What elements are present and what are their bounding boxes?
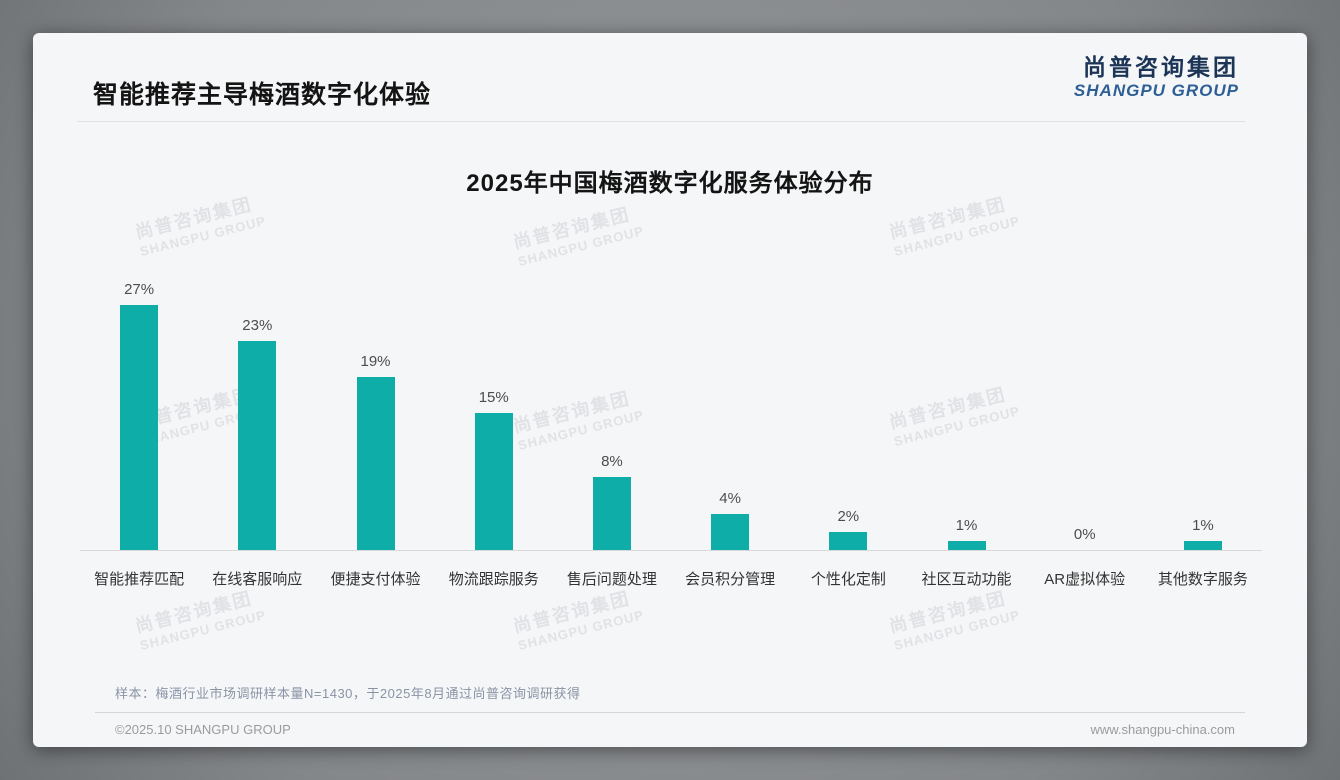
bar-slot: 1% bbox=[907, 281, 1025, 550]
bar bbox=[474, 413, 513, 550]
bar bbox=[1183, 541, 1222, 550]
chart-title: 2025年中国梅酒数字化服务体验分布 bbox=[466, 170, 874, 197]
bar-value-label: 1% bbox=[1192, 517, 1214, 534]
category-label: 售后问题处理 bbox=[566, 571, 657, 588]
category-label: AR虚拟体验 bbox=[1044, 571, 1126, 588]
bar-chart-plot-area: 27% 23% 19% 15% 8% 4% 2% 1% 0% 1% bbox=[80, 281, 1262, 551]
bar bbox=[238, 341, 277, 550]
bar-slot: 15% bbox=[435, 281, 553, 550]
bar-value-label: 8% bbox=[601, 453, 623, 470]
bar-slot: 19% bbox=[316, 281, 434, 550]
bar-slot: 0% bbox=[1026, 281, 1144, 550]
bar-slot: 8% bbox=[553, 281, 671, 550]
title-divider bbox=[77, 121, 1245, 122]
category-label: 社区互动功能 bbox=[921, 571, 1012, 588]
category-axis: 智能推荐匹配 在线客服响应 便捷支付体验 物流跟踪服务 售后问题处理 会员积分管理 个性化定… bbox=[80, 568, 1262, 589]
page-title: 智能推荐主导梅酒数字化体验 bbox=[93, 81, 432, 109]
bar bbox=[829, 532, 868, 550]
category-label: 在线客服响应 bbox=[212, 571, 303, 588]
category-label: 便捷支付体验 bbox=[330, 571, 421, 588]
watermark-en: SHANGPU GROUP bbox=[516, 606, 646, 653]
copyright-text: ©2025.10 SHANGPU GROUP bbox=[115, 722, 291, 737]
bar-slot: 27% bbox=[80, 281, 198, 550]
website-url: www.shangpu-china.com bbox=[1090, 722, 1235, 737]
category-label: 其他数字服务 bbox=[1157, 571, 1248, 588]
bar bbox=[120, 305, 159, 550]
watermark-en: SHANGPU GROUP bbox=[138, 606, 268, 653]
bar-slot: 4% bbox=[671, 281, 789, 550]
bar-value-label: 23% bbox=[242, 317, 273, 334]
bar bbox=[711, 514, 750, 550]
watermark-en: SHANGPU GROUP bbox=[892, 212, 1022, 259]
bar bbox=[592, 477, 631, 550]
bar-value-label: 19% bbox=[360, 353, 391, 370]
sample-footnote: 样本：梅酒行业市场调研样本量N=1430，于2025年8月通过尚普咨询调研获得 bbox=[115, 686, 581, 701]
bar-value-label: 4% bbox=[719, 490, 741, 507]
footer-divider bbox=[95, 712, 1245, 713]
logo-en-text: SHANGPU GROUP bbox=[1073, 80, 1239, 100]
watermark-en: SHANGPU GROUP bbox=[892, 606, 1022, 653]
bar-value-label: 27% bbox=[124, 281, 155, 298]
watermark: 尚普咨询集团 SHANGPU GROUP bbox=[511, 191, 685, 270]
bar-value-label: 1% bbox=[955, 517, 978, 534]
bar-slot: 23% bbox=[198, 281, 316, 550]
bar bbox=[947, 541, 986, 550]
logo-cn-text: 尚普咨询集团 bbox=[1083, 54, 1239, 80]
category-label: 会员积分管理 bbox=[685, 571, 776, 588]
bar-slot: 1% bbox=[1144, 281, 1262, 550]
bar-slot: 2% bbox=[789, 281, 907, 550]
bar-value-label: 2% bbox=[837, 508, 860, 525]
watermark-en: SHANGPU GROUP bbox=[516, 222, 646, 269]
slide-card: 尚普咨询集团 SHANGPU GROUP 尚普咨询集团 SHANGPU GROU… bbox=[33, 33, 1307, 747]
watermark-cn: 尚普咨询集团 bbox=[511, 204, 633, 253]
company-logo: 尚普咨询集团 SHANGPU GROUP bbox=[1073, 54, 1239, 100]
category-label: 个性化定制 bbox=[810, 571, 886, 588]
category-label: 智能推荐匹配 bbox=[94, 571, 185, 588]
bar-value-label: 15% bbox=[478, 389, 509, 406]
watermark-en: SHANGPU GROUP bbox=[138, 212, 268, 259]
category-label: 物流跟踪服务 bbox=[448, 571, 539, 588]
bar bbox=[356, 377, 395, 550]
bar-value-label: 0% bbox=[1073, 526, 1096, 543]
